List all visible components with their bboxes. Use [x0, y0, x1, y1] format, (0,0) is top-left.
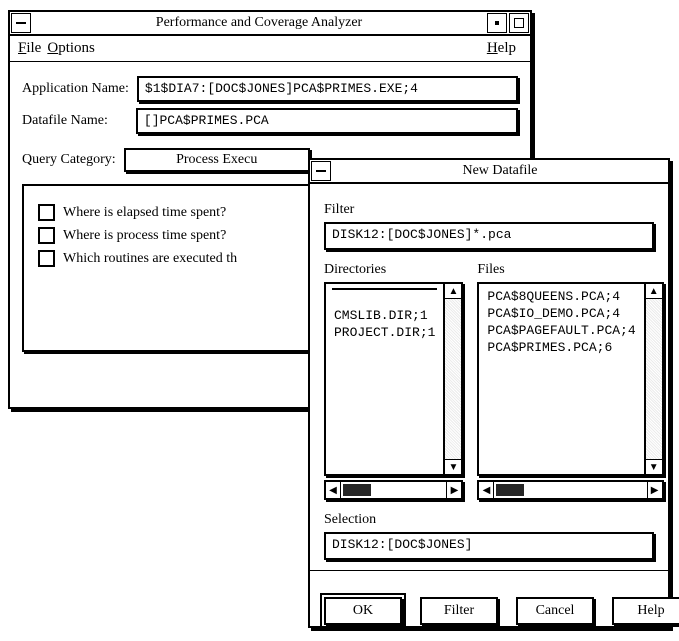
list-item[interactable]: PROJECT.DIR;1: [332, 324, 437, 341]
scroll-left-icon[interactable]: ◀: [326, 482, 341, 498]
question-elapsed: Where is elapsed time spent?: [63, 205, 226, 221]
dialog-titlebar: New Datafile: [310, 160, 668, 184]
list-item[interactable]: PCA$8QUEENS.PCA;4: [485, 288, 637, 305]
analyzer-titlebar: Performance and Coverage Analyzer: [10, 12, 530, 36]
files-hscrollbar[interactable]: ◀ ▶: [477, 480, 663, 500]
datafile-name-label: Datafile Name:: [22, 113, 108, 129]
app-name-input[interactable]: $1$DIA7:[DOC$JONES]PCA$PRIMES.EXE;4: [137, 76, 518, 102]
list-item[interactable]: PCA$IO_DEMO.PCA;4: [485, 305, 637, 322]
scroll-down-icon[interactable]: ▼: [445, 459, 461, 474]
menubar: File Options Help: [10, 36, 530, 62]
scroll-down-icon[interactable]: ▼: [646, 459, 662, 474]
list-item[interactable]: PCA$PRIMES.PCA;6: [485, 339, 637, 356]
dialog-title: New Datafile: [332, 163, 668, 179]
checkbox-process[interactable]: [38, 227, 55, 244]
directories-label: Directories: [324, 262, 463, 278]
scroll-up-icon[interactable]: ▲: [646, 284, 662, 299]
menu-file[interactable]: File: [18, 40, 41, 57]
dirs-hscrollbar[interactable]: ◀ ▶: [324, 480, 463, 500]
datafile-name-input[interactable]: []PCA$PRIMES.PCA: [136, 108, 518, 134]
selection-input[interactable]: DISK12:[DOC$JONES]: [324, 532, 654, 560]
maximize-icon[interactable]: [509, 13, 529, 33]
files-label: Files: [477, 262, 663, 278]
menu-help[interactable]: Help: [487, 40, 516, 57]
list-item[interactable]: [332, 290, 437, 307]
scroll-up-icon[interactable]: ▲: [445, 284, 461, 299]
window-menu-icon[interactable]: [11, 13, 31, 33]
list-item[interactable]: CMSLIB.DIR;1: [332, 307, 437, 324]
files-listbox[interactable]: PCA$8QUEENS.PCA;4PCA$IO_DEMO.PCA;4PCA$PA…: [477, 282, 663, 476]
new-datafile-dialog: New Datafile Filter DISK12:[DOC$JONES]*.…: [308, 158, 670, 628]
question-process: Where is process time spent?: [63, 228, 226, 244]
files-vscrollbar[interactable]: ▲ ▼: [644, 284, 662, 474]
query-category-label: Query Category:: [22, 152, 116, 168]
cancel-button[interactable]: Cancel: [516, 597, 594, 625]
filter-input[interactable]: DISK12:[DOC$JONES]*.pca: [324, 222, 654, 250]
separator: [310, 570, 668, 571]
query-category-dropdown[interactable]: Process Execu: [124, 148, 310, 172]
checkbox-elapsed[interactable]: [38, 204, 55, 221]
dialog-button-row: OK Filter Cancel Help: [324, 587, 654, 625]
ok-button[interactable]: OK: [324, 597, 402, 625]
question-routines: Which routines are executed th: [63, 251, 237, 267]
scroll-right-icon[interactable]: ▶: [647, 482, 662, 498]
minimize-icon[interactable]: [487, 13, 507, 33]
app-name-label: Application Name:: [22, 81, 129, 97]
dialog-content: Filter DISK12:[DOC$JONES]*.pca Directori…: [310, 184, 668, 639]
dialog-menu-icon[interactable]: [311, 161, 331, 181]
list-item[interactable]: PCA$PAGEFAULT.PCA;4: [485, 322, 637, 339]
filter-label: Filter: [324, 202, 654, 218]
menu-options[interactable]: Options: [47, 40, 95, 57]
help-button[interactable]: Help: [612, 597, 679, 625]
dirs-vscrollbar[interactable]: ▲ ▼: [443, 284, 461, 474]
selection-label: Selection: [324, 512, 654, 528]
checkbox-routines[interactable]: [38, 250, 55, 267]
analyzer-title: Performance and Coverage Analyzer: [32, 15, 486, 31]
directories-listbox[interactable]: CMSLIB.DIR;1PROJECT.DIR;1 ▲ ▼: [324, 282, 463, 476]
scroll-right-icon[interactable]: ▶: [446, 482, 461, 498]
scroll-left-icon[interactable]: ◀: [479, 482, 494, 498]
filter-button[interactable]: Filter: [420, 597, 498, 625]
